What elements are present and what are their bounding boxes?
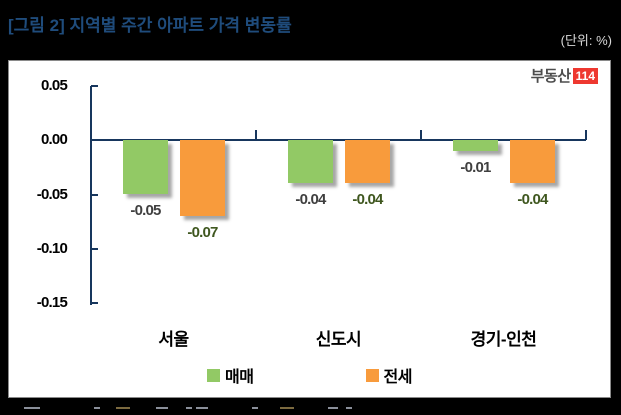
chart-panel: 부동산 114 0.05 0.00 -0.05 -0.10 -0.15 서울 신도시 경기-인… [8,60,611,398]
figure-title: [그림 2] 지역별 주간 아파트 가격 변동률 [8,16,292,35]
logo-text: 부동산 [530,68,571,85]
bar-value-label: -0.04 [295,191,326,208]
bar-value-label: -0.07 [187,224,218,241]
legend-label: 전세 [383,369,413,386]
y-axis-line [90,86,92,305]
r114-logo: 부동산 114 [531,65,598,86]
bar-전세-신도시 [345,140,390,183]
bar-매매-서울 [123,140,168,194]
bar-value-label: -0.04 [517,191,548,208]
legend-item-매매: 매매 [207,363,254,387]
y-axis-tick [91,193,98,196]
bar-매매-경기-인천 [453,140,498,151]
unit-label: (단위: %) [560,33,612,48]
chart-legend: 매매 전세 [9,363,610,387]
y-axis-tick-label: 0.00 [41,131,68,149]
y-axis-tick [91,302,98,304]
bar-전세-서울 [180,140,225,216]
logo-badge: 114 [572,67,598,84]
zero-baseline [91,139,586,141]
clipped-caption-fragments [0,407,621,411]
category-label: 신도시 [315,330,362,349]
y-axis-tick-label: 0.05 [41,77,68,94]
bar-chart-plot: 0.05 0.00 -0.05 -0.10 -0.15 서울 신도시 경기-인천 -0.05 -0… [9,61,610,397]
legend-swatch-icon [207,368,221,382]
legend-swatch-icon [365,368,379,382]
bar-value-label: -0.01 [460,159,491,176]
x-axis-tick [585,130,587,140]
bar-value-label: -0.05 [130,202,161,219]
category-label: 경기-인천 [470,330,537,349]
legend-label: 매매 [225,369,254,386]
bar-매매-신도시 [288,140,333,183]
x-axis-tick [255,130,257,140]
y-axis-tick [91,247,98,250]
y-axis-tick [91,139,98,142]
x-axis-tick [420,130,422,140]
category-label: 서울 [158,330,189,349]
y-axis-tick [91,85,98,87]
bar-value-label: -0.04 [352,191,383,208]
y-axis-tick-label: -0.15 [36,294,68,311]
y-axis-tick-label: -0.05 [36,185,68,203]
bar-전세-경기-인천 [510,140,555,183]
y-axis-tick-label: -0.10 [36,239,68,257]
legend-item-전세: 전세 [365,363,413,387]
